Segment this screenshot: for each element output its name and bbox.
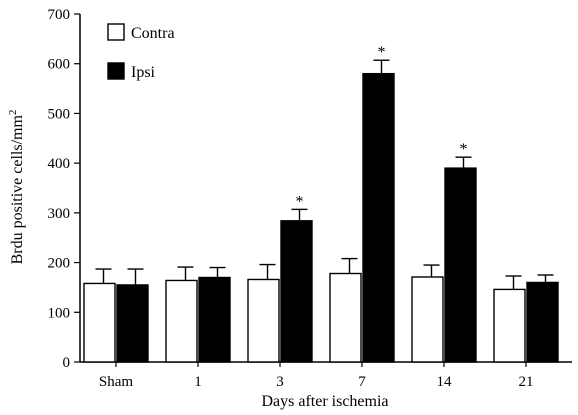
legend-label-contra: Contra <box>131 25 175 42</box>
bar-ipsi <box>198 276 231 363</box>
bar-contra <box>329 272 362 363</box>
annotations: * * * <box>296 44 468 210</box>
y-tick-label: 0 <box>63 355 71 371</box>
significance-asterisk: * <box>296 193 304 210</box>
significance-asterisk: * <box>460 141 468 158</box>
bar-ipsi <box>116 284 149 363</box>
y-tick-label: 400 <box>48 156 71 172</box>
bars <box>83 59 559 363</box>
legend-swatch-ipsi <box>107 62 125 80</box>
x-tick-label: 14 <box>437 374 453 390</box>
legend-swatch-contra <box>107 23 125 41</box>
y-tick-label: 700 <box>48 7 71 23</box>
bar-ipsi <box>444 167 477 363</box>
x-tick-label: 21 <box>519 374 534 390</box>
bar-contra <box>83 282 116 363</box>
bar-ipsi <box>280 220 313 363</box>
x-tick-label: 3 <box>276 374 284 390</box>
significance-asterisk: * <box>378 44 386 61</box>
legend: Contra Ipsi <box>107 23 175 81</box>
bar-contra <box>411 276 444 363</box>
y-tick-label: 100 <box>48 305 71 321</box>
y-tick-label: 500 <box>48 106 71 122</box>
bar-ipsi <box>526 281 559 363</box>
x-tick-label: 7 <box>358 374 366 390</box>
x-tick-label: Sham <box>99 374 134 390</box>
bar-contra <box>165 279 198 363</box>
bar-contra <box>493 288 526 363</box>
y-tick-label: 600 <box>48 57 71 73</box>
x-tick-label: 1 <box>194 374 202 390</box>
y-tick-label: 300 <box>48 206 71 222</box>
y-axis-title: Brdu positive cells/mm2 <box>7 110 26 265</box>
axes: 0 100 200 300 400 500 600 700 Sham 1 3 7 14 21 <box>48 7 572 390</box>
bar-ipsi <box>362 72 395 363</box>
y-axis-title-text: Brdu positive cells/mm <box>9 115 26 265</box>
x-axis-title: Days after ischemia <box>261 393 388 410</box>
y-tick-label: 200 <box>48 256 71 272</box>
legend-label-ipsi: Ipsi <box>131 64 156 81</box>
y-axis-title-superscript: 2 <box>7 110 19 116</box>
bar-contra <box>247 278 280 363</box>
